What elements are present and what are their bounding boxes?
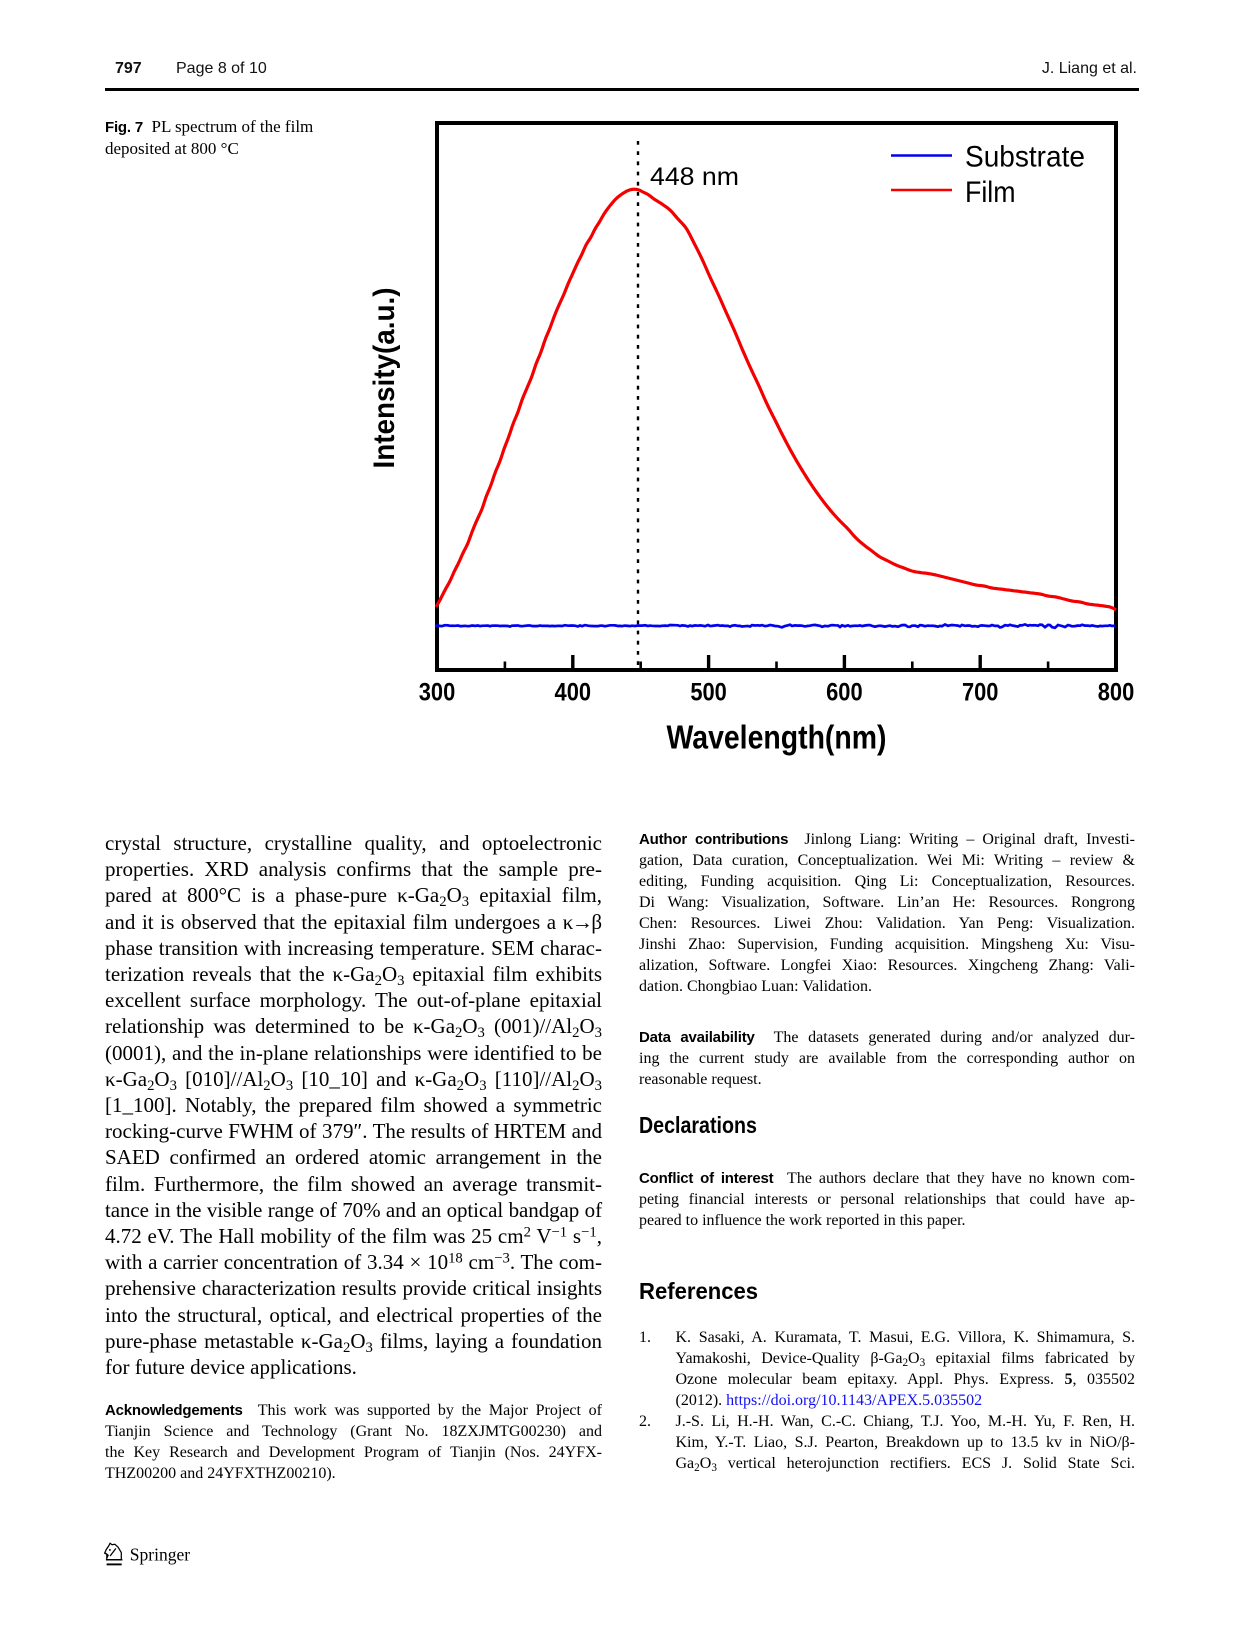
svg-text:Film: Film: [965, 176, 1016, 209]
svg-text:500: 500: [690, 679, 727, 707]
svg-text:448 nm: 448 nm: [650, 163, 739, 191]
svg-text:800: 800: [1098, 679, 1135, 707]
svg-text:Springer: Springer: [130, 1545, 190, 1565]
svg-text:Intensity(a.u.): Intensity(a.u.): [368, 288, 401, 469]
svg-text:300: 300: [419, 679, 456, 707]
svg-text:Wavelength(nm): Wavelength(nm): [667, 719, 887, 756]
svg-text:700: 700: [962, 679, 999, 707]
svg-text:400: 400: [555, 679, 592, 707]
svg-text:Substrate: Substrate: [965, 140, 1085, 173]
svg-text:600: 600: [826, 679, 863, 707]
